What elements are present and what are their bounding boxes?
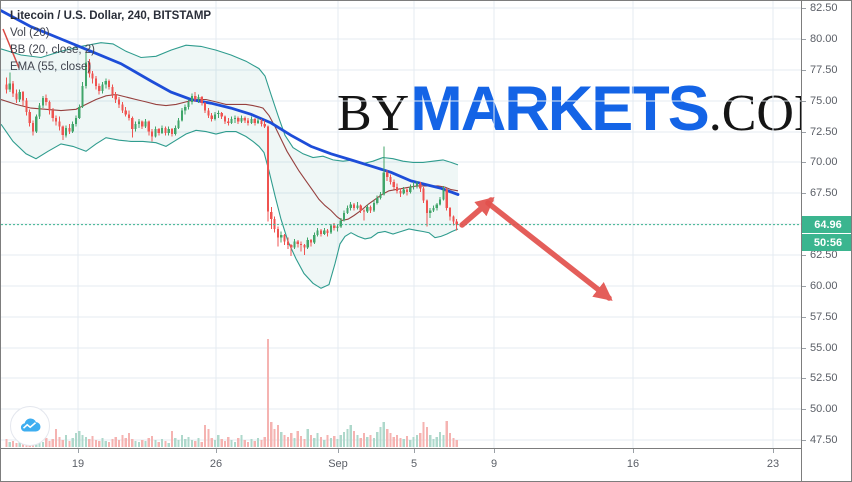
price-tick-label: 50.00 bbox=[810, 403, 838, 415]
price-tick bbox=[802, 132, 806, 133]
price-tick-label: 52.50 bbox=[810, 372, 838, 384]
bb-basis-line bbox=[1, 93, 459, 221]
time-tick bbox=[773, 449, 774, 453]
chart-legend: Litecoin / U.S. Dollar, 240, BITSTAMP Vo… bbox=[10, 8, 211, 76]
price-tick bbox=[802, 101, 806, 102]
time-tick bbox=[338, 449, 339, 453]
countdown-value: 50:56 bbox=[813, 236, 843, 249]
last-price-badge: 64.96 bbox=[802, 216, 851, 233]
bb-lower-line bbox=[1, 123, 459, 289]
price-tick bbox=[802, 39, 806, 40]
time-tick-label: 23 bbox=[766, 458, 780, 470]
price-tick-label: 55.00 bbox=[810, 342, 838, 354]
time-tick-label: 9 bbox=[490, 458, 498, 470]
price-tick-label: 70.00 bbox=[810, 156, 838, 168]
price-tick bbox=[802, 193, 806, 194]
price-tick bbox=[802, 348, 806, 349]
time-axis[interactable]: 19 26 Sep 5 9 16 23 bbox=[1, 448, 851, 481]
price-tick bbox=[802, 317, 806, 318]
symbol-title[interactable]: Litecoin / U.S. Dollar, 240, BITSTAMP bbox=[10, 10, 212, 22]
chart-pane[interactable]: BY MARKETS .COM Litecoin / U.S. Dollar, … bbox=[1, 1, 801, 448]
time-tick-label: 26 bbox=[209, 458, 223, 470]
price-tick-label: 82.50 bbox=[810, 2, 838, 14]
price-chart-canvas[interactable] bbox=[1, 1, 801, 448]
time-tick-label: 19 bbox=[71, 458, 85, 470]
legend-ema[interactable]: EMA (55, close) bbox=[10, 61, 92, 73]
candles-layer bbox=[5, 51, 458, 257]
price-tick bbox=[802, 409, 806, 410]
trendline bbox=[2, 28, 20, 69]
bar-countdown-badge: 50:56 bbox=[802, 234, 851, 251]
price-tick-label: 80.00 bbox=[810, 33, 838, 45]
price-tick-label: 77.50 bbox=[810, 64, 838, 76]
price-tick bbox=[802, 70, 806, 71]
forecast-arrow-down bbox=[485, 200, 613, 301]
time-tick-label: 5 bbox=[410, 458, 418, 470]
price-tick-label: 75.00 bbox=[810, 95, 838, 107]
time-tick bbox=[78, 449, 79, 453]
price-tick-label: 72.50 bbox=[810, 126, 838, 138]
time-tick bbox=[633, 449, 634, 453]
price-tick bbox=[802, 378, 806, 379]
time-tick bbox=[414, 449, 415, 453]
price-tick-label: 60.00 bbox=[810, 280, 838, 292]
time-tick-label: Sep bbox=[328, 458, 348, 470]
price-tick bbox=[802, 286, 806, 287]
price-tick-label: 57.50 bbox=[810, 311, 838, 323]
price-tick-label: 47.50 bbox=[810, 434, 838, 446]
price-tick bbox=[802, 440, 806, 441]
time-tick-label: 16 bbox=[626, 458, 640, 470]
last-price-value: 64.96 bbox=[814, 218, 842, 231]
bb-upper-line bbox=[1, 42, 459, 166]
price-tick-label: 67.50 bbox=[810, 187, 838, 199]
ema-line bbox=[1, 9, 460, 196]
volume-layer bbox=[5, 339, 458, 447]
tradingview-logo[interactable] bbox=[10, 406, 50, 446]
cloud-chart-icon bbox=[20, 418, 41, 432]
price-tick bbox=[802, 162, 806, 163]
price-tick bbox=[802, 255, 806, 256]
time-tick bbox=[216, 449, 217, 453]
legend-bollinger[interactable]: BB (20, close, 2) bbox=[10, 44, 96, 56]
price-tick bbox=[802, 8, 806, 9]
legend-volume[interactable]: Vol (20) bbox=[10, 27, 50, 39]
price-tick-label: 62.50 bbox=[810, 249, 838, 261]
time-tick bbox=[494, 449, 495, 453]
price-axis[interactable]: 64.96 50:56 82.50 80.00 77.50 75.00 72.50 70.… bbox=[801, 1, 851, 448]
bb-fill bbox=[1, 42, 458, 289]
axis-corner bbox=[801, 448, 851, 481]
